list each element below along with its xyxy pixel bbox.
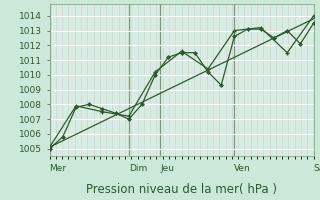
X-axis label: Pression niveau de la mer( hPa ): Pression niveau de la mer( hPa )	[86, 183, 277, 196]
Text: Dim: Dim	[129, 164, 147, 173]
Text: Jeu: Jeu	[160, 164, 174, 173]
Text: Mer: Mer	[50, 164, 67, 173]
Text: Ven: Ven	[234, 164, 251, 173]
Text: Sam: Sam	[314, 164, 320, 173]
